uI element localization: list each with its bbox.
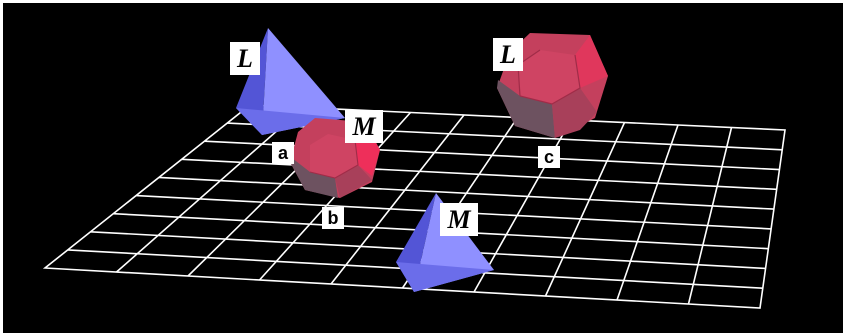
label-L-right: L (493, 38, 523, 71)
label-M-top: M (345, 110, 383, 143)
tetrahedron-bottom (396, 193, 494, 292)
tetrahedron-left (236, 28, 345, 135)
label-b: b (322, 207, 344, 229)
grid-line (544, 122, 626, 297)
grid-line (115, 106, 305, 273)
grid-line (158, 176, 774, 210)
label-M-bottom: M (440, 203, 478, 236)
label-a: a (272, 142, 294, 164)
grid-line (616, 124, 679, 301)
label-L-left: L (230, 42, 260, 75)
grid-line (687, 127, 733, 305)
grid-line (330, 114, 465, 285)
label-c: c (538, 146, 560, 168)
dodecahedron-right (497, 33, 608, 138)
grid-line (181, 158, 777, 191)
